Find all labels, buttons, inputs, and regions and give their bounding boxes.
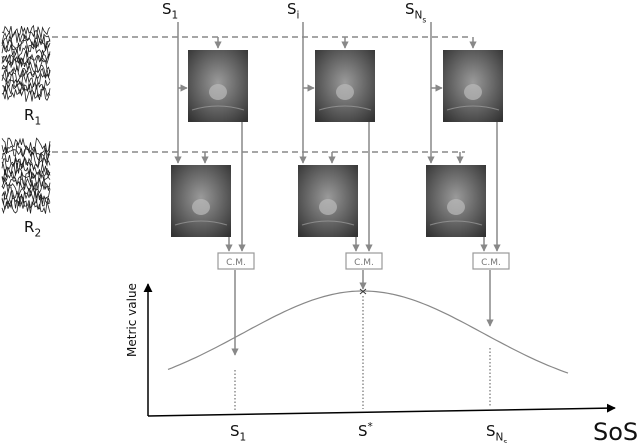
sos-label: SNs xyxy=(405,0,426,24)
waveform xyxy=(1,137,51,153)
x-axis-label: SoS xyxy=(593,418,638,443)
sos-label-sub: 1 xyxy=(172,10,179,22)
waveform xyxy=(1,155,51,172)
speckle-line xyxy=(318,105,372,111)
waveform xyxy=(1,33,51,49)
speckle-line xyxy=(301,220,355,226)
x-tick-label: S1 xyxy=(230,422,246,443)
cm-label: C.M. xyxy=(354,258,374,268)
lesion xyxy=(464,84,482,100)
x-tick-label-base: S xyxy=(486,422,496,440)
x-tick-label-sup: * xyxy=(368,421,373,433)
sos-label: Si xyxy=(287,0,299,22)
sos-label-sub: i xyxy=(297,10,300,22)
sos-label-subsub: s xyxy=(422,15,426,24)
waveform xyxy=(1,147,51,162)
waveform xyxy=(1,72,51,89)
waveform xyxy=(1,166,51,182)
waveform xyxy=(1,67,51,84)
waveform xyxy=(1,39,51,53)
speckle-line xyxy=(429,220,483,226)
waveform xyxy=(1,181,51,196)
sos-label-base: S xyxy=(287,0,297,18)
lesion xyxy=(209,84,227,100)
cm-box xyxy=(472,252,510,270)
waveform xyxy=(1,199,51,215)
x-tick-label: S* xyxy=(358,421,373,440)
sos-label: S1 xyxy=(162,0,178,22)
row-label-sub: 1 xyxy=(34,116,41,128)
x-tick-label-base: S xyxy=(358,422,368,440)
row-label-base: R xyxy=(24,218,34,236)
cm-label: C.M. xyxy=(226,258,246,268)
waveform xyxy=(1,58,51,74)
x-tick-label-base: S xyxy=(230,422,240,440)
row-label: R1 xyxy=(24,106,41,128)
waveform xyxy=(1,170,51,187)
row-label-sub: 2 xyxy=(34,228,41,240)
cm-label: C.M. xyxy=(481,258,501,268)
x-tick-label-sub: N xyxy=(496,432,504,443)
lesion xyxy=(336,84,354,100)
waveform xyxy=(1,24,51,40)
sos-label-base: S xyxy=(162,0,172,18)
x-tick-label: SNs xyxy=(486,422,507,443)
waveform xyxy=(1,184,51,200)
lesion xyxy=(319,199,337,215)
x-tick-label-subsub: s xyxy=(503,437,507,443)
waveform xyxy=(1,142,51,159)
cm-box xyxy=(217,252,255,270)
sos-label-base: S xyxy=(405,0,415,18)
waveform xyxy=(1,86,51,102)
x-axis xyxy=(147,403,616,417)
speckle-line xyxy=(446,105,500,111)
sos-label-sub: N xyxy=(415,10,423,22)
lesion xyxy=(192,199,210,215)
peak-marker xyxy=(359,288,367,295)
metric-curve xyxy=(167,290,569,374)
speckle-line xyxy=(191,105,245,111)
x-tick-label-sub: 1 xyxy=(240,432,247,443)
speckle-line xyxy=(174,220,228,226)
y-axis-label: Metric value xyxy=(125,283,139,357)
waveform xyxy=(1,78,51,93)
cm-box xyxy=(345,252,383,270)
row-label: R2 xyxy=(24,218,41,240)
row-label-base: R xyxy=(24,106,34,124)
lesion xyxy=(447,199,465,215)
